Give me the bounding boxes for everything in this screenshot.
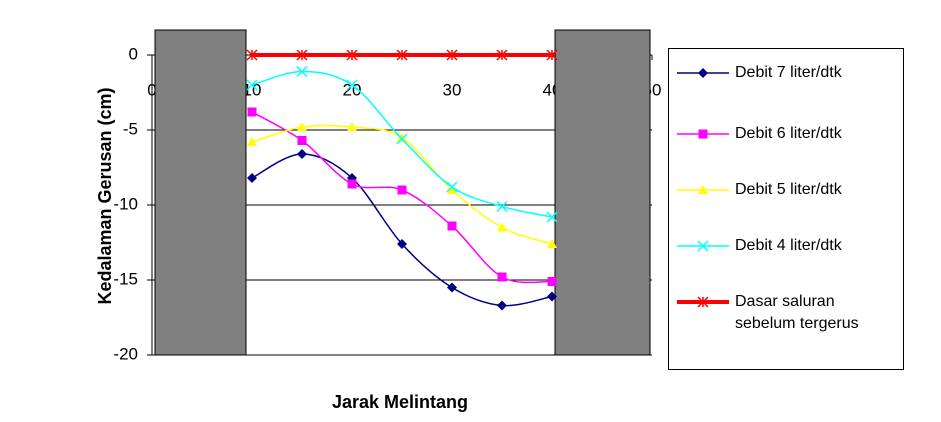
point — [247, 137, 257, 146]
point — [297, 136, 307, 145]
legend-marker — [697, 240, 709, 252]
point — [447, 282, 457, 293]
point — [246, 79, 258, 91]
point — [447, 185, 457, 194]
x-tick-label: 30 — [443, 80, 462, 99]
legend-label: Debit 5 liter/dtk — [735, 181, 842, 198]
y-tick-label: -20 — [113, 344, 138, 363]
point — [446, 181, 458, 193]
point — [497, 272, 507, 282]
legend-label: Debit 6 liter/dtk — [735, 125, 842, 142]
point — [296, 49, 308, 61]
legend-marker — [698, 68, 708, 78]
pier-left — [154, 29, 247, 356]
point — [346, 79, 358, 91]
series-line — [251, 70, 553, 218]
legend-label: Debit 4 liter/dtk — [735, 237, 842, 254]
point — [496, 200, 508, 213]
point — [546, 49, 558, 61]
point — [397, 239, 407, 249]
legend-marker — [698, 129, 708, 139]
point — [247, 107, 257, 117]
point — [497, 222, 507, 232]
y-tick-label: -15 — [113, 269, 138, 288]
legend-label: Debit 7 liter/dtk — [735, 64, 842, 81]
point — [347, 179, 357, 189]
legend-label: Dasar saluran sebelum tergerus — [735, 293, 859, 332]
point — [296, 65, 308, 78]
x-tick-label: 10 — [243, 80, 262, 99]
legend-marker — [698, 185, 708, 194]
y-tick-label: -5 — [123, 119, 138, 138]
point — [546, 211, 558, 223]
point — [547, 277, 557, 286]
point — [347, 122, 357, 131]
point — [447, 221, 457, 231]
point — [346, 49, 358, 61]
point — [446, 49, 458, 61]
point — [497, 300, 507, 311]
point — [496, 49, 508, 61]
point — [397, 132, 407, 142]
series-line — [251, 124, 553, 245]
x-tick-label: 0 — [147, 80, 156, 99]
point — [247, 173, 257, 183]
legend: Debit 7 liter/dtk Debit 6 liter/dtk Debit … — [668, 48, 904, 370]
point — [396, 49, 408, 61]
point — [547, 239, 557, 248]
y-tick-label: -10 — [113, 194, 138, 213]
x-tick-label: 20 — [343, 80, 362, 99]
point — [396, 133, 408, 145]
legend-marker — [697, 296, 709, 308]
y-axis-title: Kedalaman Gerusan (cm) — [95, 87, 115, 305]
x-axis-title: Jarak Melintang — [332, 392, 468, 412]
y-tick-label: 0 — [129, 44, 138, 63]
point — [297, 149, 307, 159]
point — [297, 122, 307, 131]
legend-markers — [677, 68, 729, 308]
point — [246, 49, 258, 61]
point — [397, 185, 407, 195]
pier-right — [554, 29, 651, 356]
point — [547, 291, 557, 302]
